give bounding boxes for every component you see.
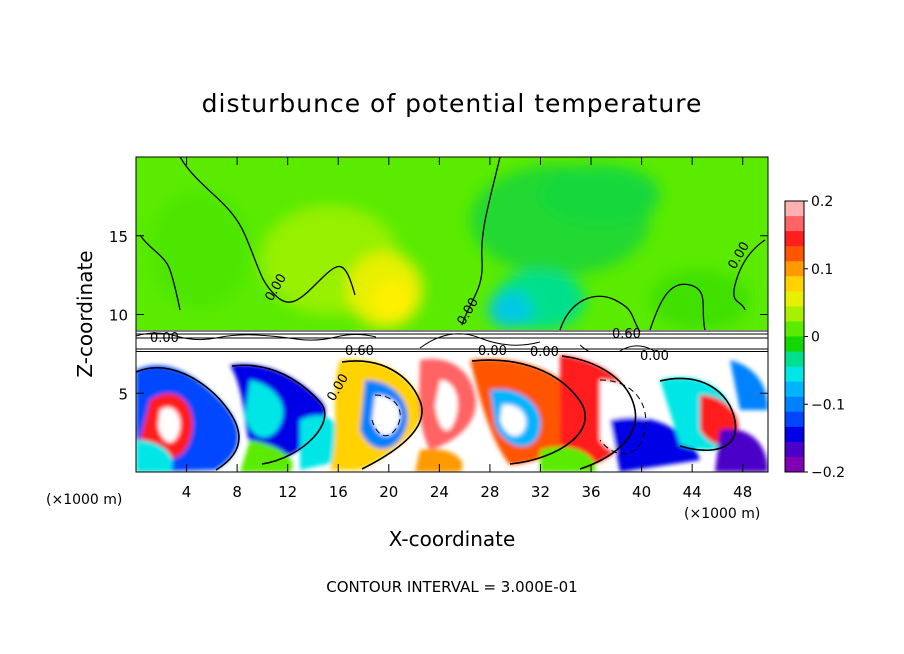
- colorbar-tick-label: −0.1: [811, 397, 845, 413]
- x-tick-label: 36: [581, 483, 600, 501]
- colorbar-swatch: [785, 201, 804, 217]
- upper-zero-contours: [139, 157, 766, 333]
- y-axis: 5 10 15: [109, 228, 768, 403]
- colorbar-swatch: [785, 426, 804, 443]
- colorbar: [784, 200, 805, 473]
- colorbar-swatch: [785, 321, 804, 337]
- colorbar-ticks: 0.2 0.1 0 −0.1 −0.2: [804, 194, 845, 481]
- lower-negative-contours: [371, 379, 647, 455]
- contour-label: 0.00: [640, 349, 669, 364]
- lower-zero-contours: [136, 355, 737, 471]
- x-unit-left: (×1000 m): [46, 492, 122, 508]
- contour-label: 0.00: [530, 345, 559, 360]
- y-tick-label: 5: [118, 385, 128, 403]
- lower-field-region: [136, 352, 768, 472]
- x-tick-label: 48: [733, 483, 752, 501]
- colorbar-swatch: [785, 261, 804, 277]
- x-tick-label: 40: [632, 483, 651, 501]
- colorbar-swatch: [785, 441, 804, 458]
- colorbar-tick-label: 0.1: [811, 262, 833, 278]
- chart-title: disturbunce of potential temperature: [202, 89, 703, 118]
- colorbar-swatch: [785, 411, 804, 428]
- contour-label: 0.00: [150, 331, 179, 346]
- colorbar-swatch: [785, 216, 804, 232]
- plot-field: [136, 157, 768, 472]
- colorbar-swatch: [785, 306, 804, 322]
- colorbar-tick-label: −0.2: [811, 465, 845, 481]
- contour-labels: 0.00 0.00 0.00 0.00 0.60 0.60 0.00 0.00 …: [150, 239, 753, 404]
- colorbar-swatch: [785, 381, 804, 398]
- colorbar-swatch: [785, 351, 804, 368]
- x-tick-label: 32: [531, 483, 550, 501]
- colorbar-swatch: [785, 231, 804, 247]
- colorbar-swatch: [785, 336, 804, 353]
- x-unit-right: (×1000 m): [684, 506, 760, 522]
- colorbar-swatch: [785, 396, 804, 413]
- x-tick-label: 4: [182, 483, 192, 501]
- colorbar-tick-label: 0.2: [811, 194, 833, 210]
- x-tick-label: 8: [232, 483, 242, 501]
- contour-label: 0.60: [612, 327, 641, 342]
- upper-field-variation: [150, 165, 750, 330]
- colorbar-swatch: [785, 456, 804, 473]
- colorbar-swatch: [785, 276, 804, 292]
- y-axis-label: Z-coordinate: [73, 250, 97, 377]
- x-tick-label: 44: [683, 483, 702, 501]
- contour-interval-note: CONTOUR INTERVAL = 3.000E-01: [326, 578, 577, 596]
- colorbar-swatch: [785, 246, 804, 262]
- y-tick-label: 15: [109, 228, 128, 246]
- x-axis: 4 8 12 16 20 24 28 32 36 40 44 48: [182, 157, 752, 501]
- x-tick-label: 12: [278, 483, 297, 501]
- colorbar-tick-label: 0: [811, 330, 820, 346]
- colorbar-swatch: [785, 291, 804, 307]
- contour-label: 0.00: [478, 344, 507, 359]
- x-tick-label: 28: [480, 483, 499, 501]
- x-tick-label: 20: [379, 483, 398, 501]
- y-tick-label: 10: [109, 307, 128, 325]
- x-tick-label: 24: [430, 483, 449, 501]
- contour-label: 0.60: [345, 344, 374, 359]
- colorbar-swatch: [785, 366, 804, 383]
- x-tick-label: 16: [329, 483, 348, 501]
- x-axis-label: X-coordinate: [389, 527, 516, 551]
